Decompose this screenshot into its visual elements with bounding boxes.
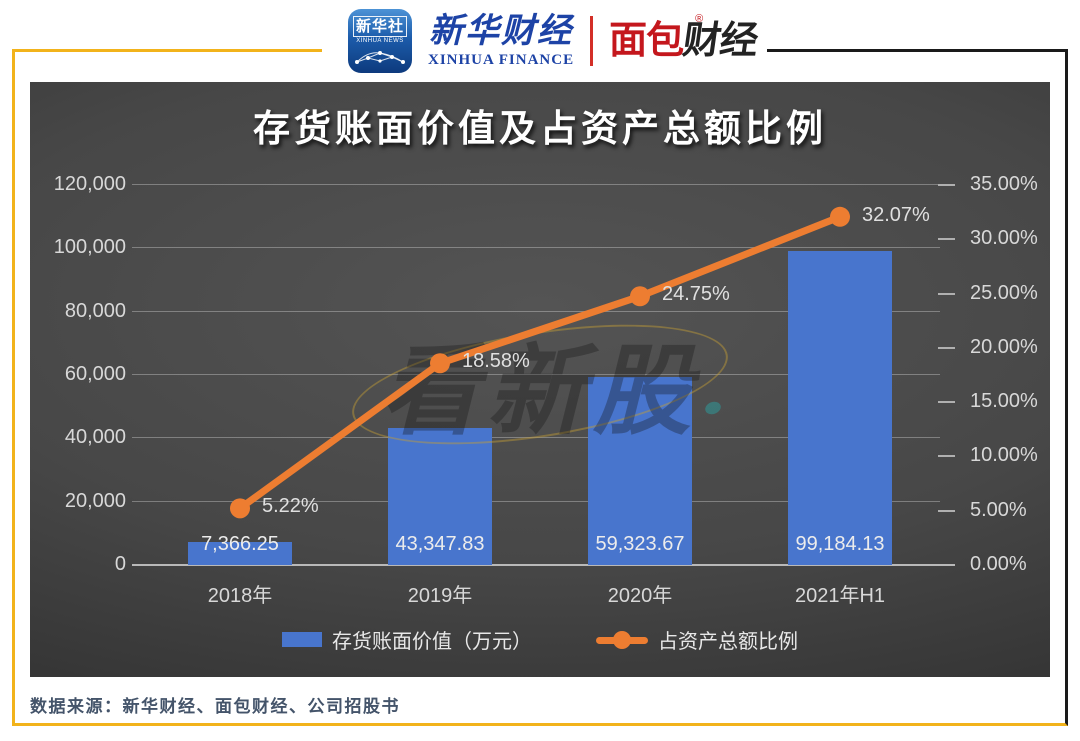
- gridline: [132, 500, 940, 502]
- gridline: [132, 310, 940, 312]
- bar-value-label: 7,366.25: [201, 533, 279, 555]
- right-axis-tick: [938, 455, 955, 458]
- line-swatch-marker: [613, 630, 631, 649]
- chart-title: 存货账面价值及占资产总额比例: [253, 108, 827, 149]
- data-source-note: 数据来源：新华财经、面包财经、公司招股书: [30, 697, 400, 716]
- right-axis-tick-label: 10.00%: [970, 444, 1038, 467]
- x-axis-category-label: 2021年H1: [794, 585, 886, 607]
- left-axis-tick-label: 100,000: [53, 236, 126, 259]
- legend-item-bar-series: 存货账面价值（万元）: [282, 625, 532, 654]
- right-axis-tick: [938, 184, 955, 186]
- plot-area: 120,000 100,000 80,000 60,000 40,000 20,000 0 3…: [30, 82, 1050, 677]
- gridline: [132, 247, 940, 249]
- xinhua-finance-logo: 新华财经 XINHUA FINANCE: [428, 12, 575, 68]
- right-axis-tick: [938, 238, 955, 241]
- ratio-line-series: [230, 206, 850, 519]
- right-axis-tick: [938, 401, 955, 404]
- right-axis-tick: [938, 509, 955, 512]
- frame-top-gold-line: [12, 49, 322, 52]
- xinhua-news-logo-en: XINHUA NEWS: [356, 38, 404, 44]
- header-divider: [590, 16, 594, 66]
- line-value-label: 24.75%: [662, 283, 730, 306]
- line-series-swatch: [596, 630, 648, 649]
- mianbao-logo-red-text: 面包: [609, 20, 684, 62]
- xinhua-finance-cn: 新华财经: [429, 12, 574, 50]
- left-axis-tick-label: 20,000: [64, 489, 126, 512]
- x-axis-category-label: 2018年: [207, 585, 273, 607]
- frame-top-dark-line: [752, 49, 1068, 52]
- right-axis-tick-label: 30.00%: [970, 227, 1038, 250]
- bar-value-label: 59,323.67: [595, 533, 685, 555]
- x-axis-category-label: 2019年: [407, 585, 473, 607]
- line-value-label: 5.22%: [262, 495, 319, 518]
- mianbao-finance-logo: 面包 财经 ®: [609, 14, 761, 63]
- mianbao-logo-dark-text: 财经: [680, 20, 761, 62]
- xinhua-news-logo-cn: 新华社: [352, 16, 407, 37]
- right-axis-tick-label: 20.00%: [970, 335, 1038, 358]
- registered-mark-icon: ®: [695, 13, 704, 25]
- right-axis-tick-label: 15.00%: [970, 390, 1038, 413]
- chart-panel: 存货账面价值及占资产总额比例 看新股 120,000 100,000 80,000 6…: [30, 82, 1050, 677]
- bar-series-swatch: [282, 632, 322, 647]
- page-frame: [12, 49, 1068, 726]
- bar-series-legend-label: 存货账面价值（万元）: [332, 631, 532, 653]
- right-axis-tick: [938, 292, 955, 295]
- network-constellation-icon: [355, 51, 405, 64]
- gridline: [132, 184, 940, 185]
- legend-item-line-series: 占资产总额比例: [596, 625, 798, 654]
- bar-value-label: 43,347.83: [395, 533, 485, 555]
- bar-2021年H1: [788, 250, 892, 565]
- line-value-label: 32.07%: [862, 203, 930, 226]
- x-axis-category-label: 2020年: [607, 585, 673, 607]
- right-axis-tick-label: 25.00%: [970, 281, 1038, 304]
- x-axis-line: [132, 564, 955, 566]
- left-axis-tick-label: 120,000: [53, 173, 126, 195]
- right-axis-tick-label: 35.00%: [970, 173, 1038, 195]
- right-axis-tick-label: 5.00%: [970, 498, 1027, 521]
- bar-value-label: 99,184.13: [795, 533, 885, 555]
- gridline: [132, 374, 940, 375]
- left-axis-tick-label: 60,000: [64, 363, 126, 385]
- right-axis-tick-label: 0.00%: [970, 553, 1027, 575]
- xinhua-finance-en: XINHUA FINANCE: [428, 51, 575, 68]
- line-series-legend-label: 占资产总额比例: [658, 631, 798, 653]
- bar-2020年: [588, 377, 692, 565]
- bar-2019年: [388, 427, 492, 565]
- line-value-label: 18.58%: [462, 350, 530, 373]
- header-logo-strip: 新华社 XINHUA NEWS 新华财经 XINHUA FINANCE 面包 财…: [338, 2, 768, 80]
- gridline: [132, 437, 940, 439]
- left-axis-tick-label: 0: [114, 553, 126, 575]
- left-axis-tick-label: 80,000: [64, 299, 126, 322]
- xinhua-news-app-icon: 新华社 XINHUA NEWS: [348, 9, 412, 73]
- right-axis-tick: [938, 346, 955, 349]
- bar-2018年: [188, 541, 292, 565]
- left-axis-tick-label: 40,000: [64, 426, 126, 449]
- chart-legend: 存货账面价值（万元） 占资产总额比例: [30, 625, 1050, 654]
